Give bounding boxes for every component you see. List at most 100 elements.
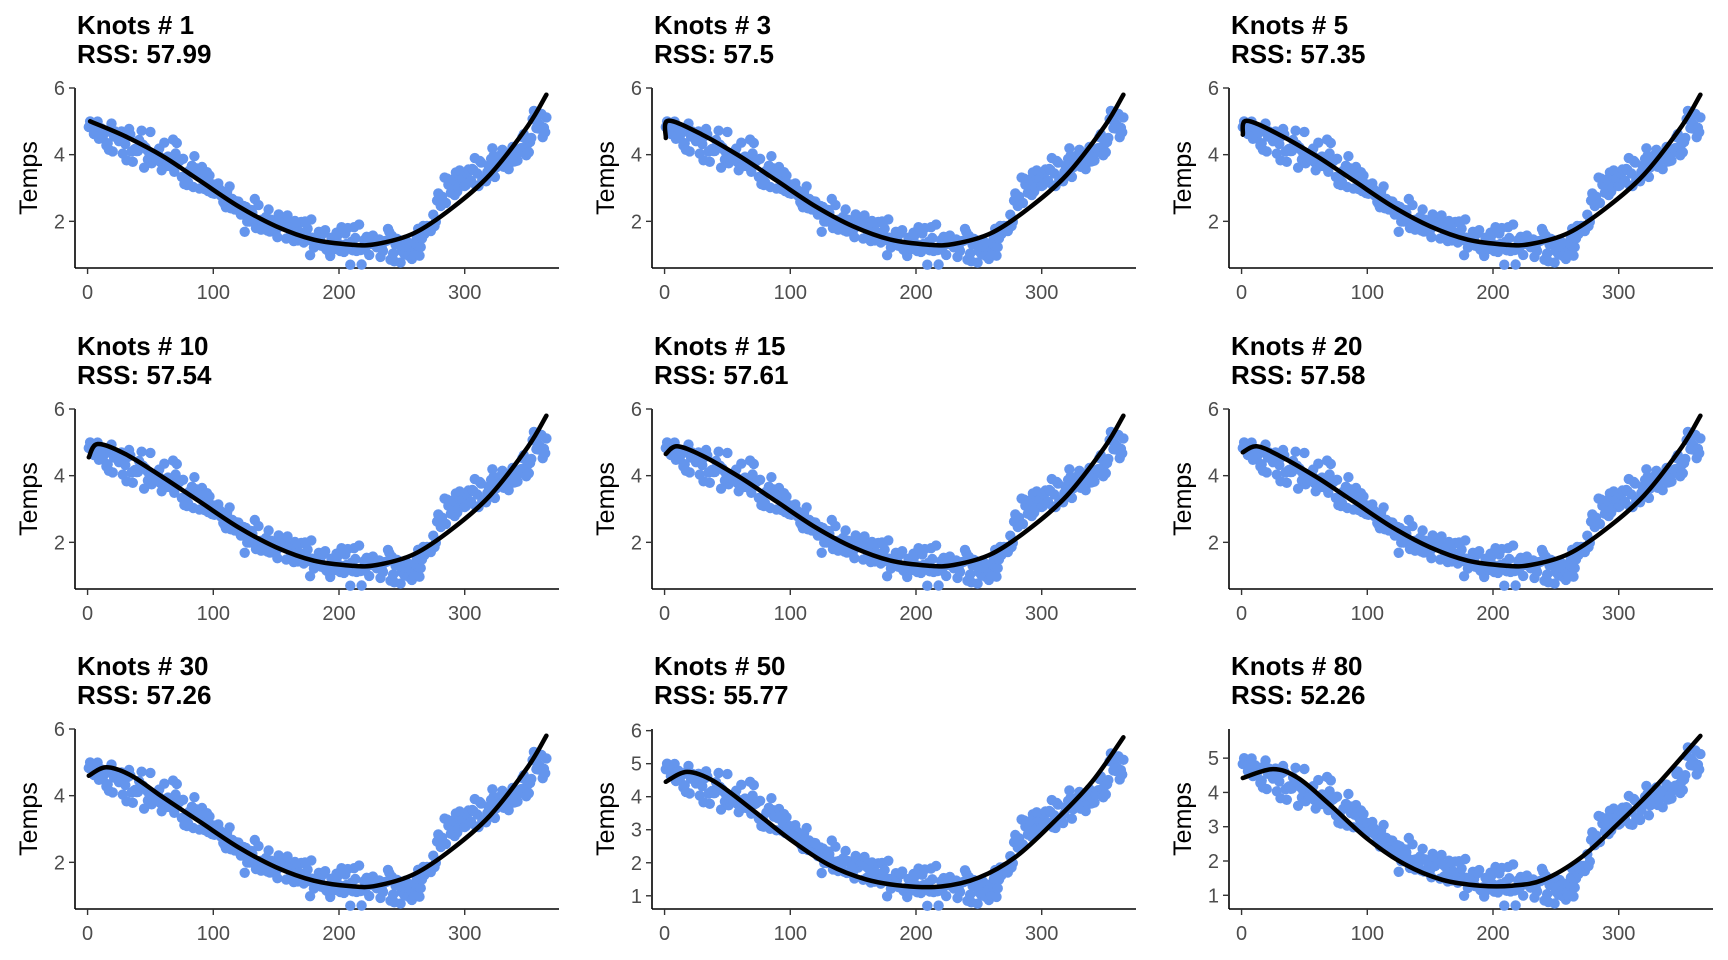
data-point bbox=[849, 232, 860, 243]
data-points bbox=[660, 426, 1129, 591]
data-point bbox=[722, 126, 733, 138]
data-point bbox=[1507, 540, 1519, 551]
data-point bbox=[1695, 748, 1706, 760]
data-point bbox=[1358, 170, 1369, 181]
data-point bbox=[736, 137, 747, 148]
data-point bbox=[1407, 520, 1418, 532]
data-point bbox=[746, 166, 757, 177]
data-point bbox=[1378, 819, 1389, 831]
data-point bbox=[1080, 164, 1091, 175]
x-tick-label: 200 bbox=[1476, 923, 1509, 945]
data-point bbox=[1643, 810, 1655, 821]
data-point bbox=[541, 433, 552, 444]
data-point bbox=[1568, 250, 1579, 261]
y-tick-label: 4 bbox=[54, 786, 65, 808]
data-point bbox=[145, 126, 156, 138]
data-point bbox=[1057, 817, 1069, 829]
x-tick-label: 100 bbox=[774, 923, 807, 945]
x-tick-label: 0 bbox=[82, 923, 93, 945]
data-point bbox=[1436, 210, 1447, 221]
data-point bbox=[1694, 448, 1705, 459]
data-point bbox=[781, 170, 792, 181]
data-point bbox=[1066, 813, 1078, 824]
x-tick-label: 300 bbox=[1025, 923, 1058, 945]
x-tick-label: 300 bbox=[448, 603, 481, 625]
panel-subtitle: RSS: 57.54 bbox=[77, 360, 212, 390]
data-point bbox=[353, 860, 365, 871]
data-point bbox=[189, 792, 200, 803]
data-point bbox=[697, 459, 708, 471]
data-point bbox=[107, 146, 118, 157]
data-point bbox=[1313, 458, 1324, 469]
data-point bbox=[1080, 805, 1091, 817]
data-point bbox=[224, 822, 235, 833]
y-tick-label: 6 bbox=[631, 721, 642, 743]
data-point bbox=[1474, 864, 1485, 876]
data-point bbox=[883, 855, 894, 866]
data-point bbox=[1100, 147, 1112, 158]
data-point bbox=[120, 459, 131, 471]
x-tick-label: 300 bbox=[1025, 282, 1058, 304]
data-point bbox=[306, 535, 317, 546]
data-point bbox=[964, 248, 976, 259]
data-point bbox=[395, 578, 406, 589]
data-point bbox=[1323, 487, 1334, 498]
data-point bbox=[1299, 763, 1310, 775]
data-point bbox=[306, 214, 317, 225]
data-point bbox=[1436, 849, 1447, 861]
panel-subtitle: RSS: 57.58 bbox=[1231, 360, 1365, 390]
data-point bbox=[1417, 204, 1428, 215]
y-tick-label: 6 bbox=[54, 78, 65, 100]
data-point bbox=[512, 155, 523, 166]
data-point bbox=[1407, 839, 1418, 850]
data-point bbox=[736, 458, 747, 469]
data-point bbox=[1680, 770, 1691, 781]
y-tick-label: 2 bbox=[54, 211, 65, 233]
y-axis-title: Temps bbox=[15, 782, 43, 856]
data-points bbox=[83, 426, 552, 591]
spline-fit-line bbox=[663, 413, 1126, 569]
data-point bbox=[859, 210, 870, 221]
data-point bbox=[377, 566, 389, 578]
data-point bbox=[881, 250, 893, 261]
data-point bbox=[713, 767, 724, 779]
data-point bbox=[263, 525, 274, 536]
data-point bbox=[991, 250, 1002, 261]
data-point bbox=[204, 811, 215, 822]
panel-title: Knots # 3 bbox=[654, 10, 771, 40]
data-point bbox=[816, 867, 827, 879]
data-point bbox=[1549, 898, 1560, 909]
x-tick-label: 200 bbox=[899, 603, 932, 625]
y-axis-title: Temps bbox=[1169, 141, 1197, 215]
data-point bbox=[1518, 570, 1529, 582]
data-point bbox=[526, 773, 537, 785]
data-point bbox=[282, 531, 293, 542]
data-point bbox=[302, 544, 313, 555]
data-point bbox=[1325, 775, 1337, 786]
y-tick-label: 5 bbox=[631, 754, 642, 776]
data-point bbox=[272, 873, 283, 884]
x-tick-label: 0 bbox=[659, 923, 670, 945]
data-point bbox=[356, 900, 367, 911]
data-point bbox=[1694, 764, 1705, 775]
data-point bbox=[302, 223, 313, 234]
data-point bbox=[1117, 769, 1128, 780]
data-points bbox=[1237, 105, 1706, 270]
data-point bbox=[816, 226, 827, 237]
data-point bbox=[356, 580, 367, 591]
data-point bbox=[1474, 225, 1485, 236]
panel-subtitle: RSS: 55.77 bbox=[654, 680, 788, 710]
data-point bbox=[253, 840, 264, 852]
data-point bbox=[387, 248, 399, 259]
data-point bbox=[1080, 485, 1091, 496]
y-tick-label: 6 bbox=[1208, 78, 1219, 100]
data-point bbox=[840, 845, 851, 857]
data-point bbox=[1569, 882, 1580, 893]
data-point bbox=[922, 259, 933, 270]
panel-title: Knots # 15 bbox=[654, 331, 786, 361]
data-point bbox=[503, 485, 514, 496]
data-point bbox=[1657, 485, 1668, 496]
data-point bbox=[1458, 571, 1470, 582]
data-point bbox=[722, 447, 733, 459]
data-point bbox=[1274, 138, 1285, 150]
